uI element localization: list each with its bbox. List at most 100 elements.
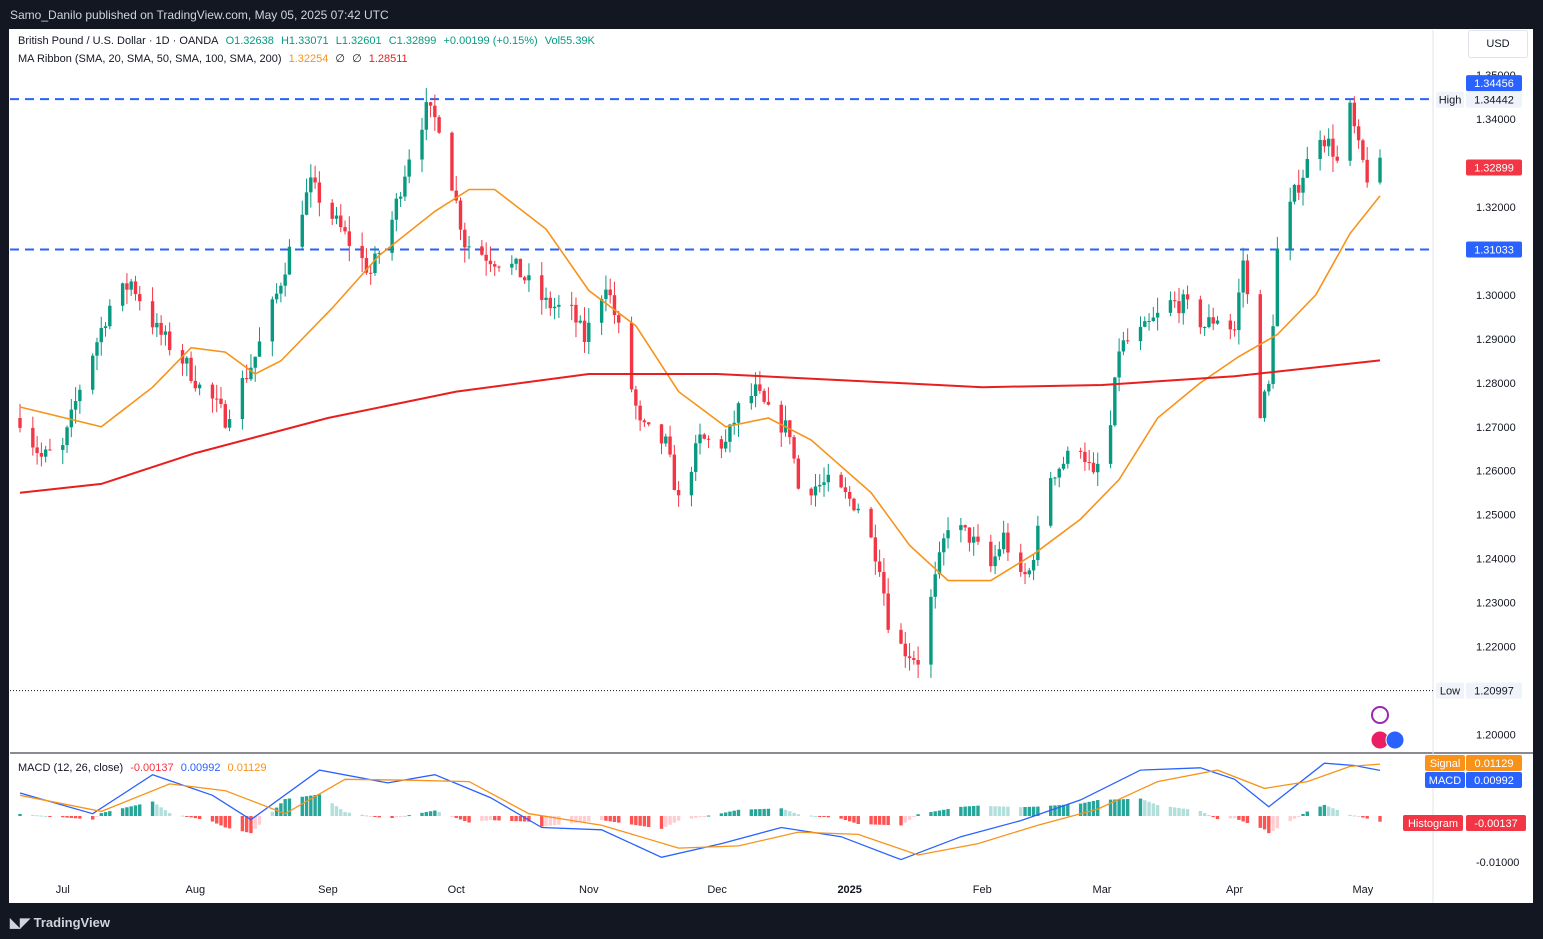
signal-value-tag: 0.01129 <box>1475 758 1514 770</box>
candle-up <box>587 322 591 342</box>
macd-histogram-bar <box>35 815 39 817</box>
macd-histogram-bar <box>334 806 339 816</box>
candle-down <box>330 202 334 219</box>
candle-up <box>398 196 403 199</box>
candle-down <box>193 380 198 389</box>
candle-up <box>99 328 103 343</box>
macd-value-tag-bg <box>1466 772 1522 788</box>
price-tick-label: 1.22000 <box>1476 642 1516 654</box>
brand-name: TradingView <box>33 915 110 930</box>
histogram-value-tag: -0.00137 <box>1474 818 1517 830</box>
candle-down <box>877 561 882 573</box>
time-tick-label: Apr <box>1226 884 1243 896</box>
candle-up <box>390 219 394 253</box>
low-value-label-bg <box>1466 682 1522 699</box>
macd-histogram-bar <box>368 816 373 817</box>
candle-down <box>1006 532 1010 553</box>
macd-histogram-bar <box>779 808 783 816</box>
candle-down <box>35 447 39 454</box>
candle-up <box>69 409 74 428</box>
macd-histogram-bar <box>480 816 484 822</box>
candle-up <box>599 298 604 323</box>
candle-down <box>1232 329 1237 331</box>
macd-histogram-bar <box>1147 801 1151 816</box>
macd-histogram-bar <box>1211 816 1215 818</box>
macd-histogram-bar <box>61 816 65 818</box>
macd-histogram-bar <box>180 815 185 817</box>
candle-down <box>368 272 373 274</box>
macd-histogram-bar <box>1083 802 1087 816</box>
macd-histogram-bar <box>758 809 762 816</box>
time-tick-label: Mar <box>1093 884 1112 896</box>
ma200-value: 1.28511 <box>368 53 408 65</box>
candle-up <box>1207 317 1211 328</box>
macd-histogram-bar <box>283 799 287 816</box>
ma50-value: ∅ <box>335 53 345 65</box>
macd-histogram-bar <box>1143 800 1147 816</box>
macd-histogram-bar <box>95 816 99 817</box>
candle-up <box>694 443 698 472</box>
candle-up <box>73 401 78 410</box>
candle-up <box>604 289 608 299</box>
candle-up <box>1096 463 1100 473</box>
candle-down <box>428 102 433 106</box>
macd-histogram-bar <box>732 810 736 816</box>
candle-down <box>1297 184 1301 193</box>
ohlc-open: O1.32638 <box>225 35 274 47</box>
macd-histogram-bar <box>78 816 82 819</box>
candle-down <box>488 260 493 265</box>
ma-ribbon-label[interactable]: MA Ribbon (SMA, 20, SMA, 50, SMA, 100, S… <box>18 53 282 65</box>
macd-histogram-bar <box>129 806 133 816</box>
candle-up <box>129 281 133 290</box>
candle-up <box>300 214 304 247</box>
macd-histogram-bar <box>1125 799 1130 816</box>
candle-down <box>976 536 980 542</box>
candle-up <box>155 322 159 328</box>
candle-down <box>343 227 347 232</box>
candle-up <box>65 427 69 446</box>
chart-panel[interactable] <box>9 29 1533 903</box>
macd-histogram-bar <box>578 816 582 823</box>
candle-down <box>912 658 916 661</box>
volume: Vol55.39K <box>544 35 595 47</box>
macd-histogram-bar <box>869 816 873 825</box>
candle-up <box>527 275 531 281</box>
macd-label[interactable]: MACD (12, 26, close) <box>18 762 124 774</box>
candle-up <box>997 549 1002 557</box>
tradingview-logo[interactable]: ◣◤ TradingView <box>10 915 110 931</box>
macd-histogram-bar <box>847 816 852 822</box>
macd-histogram-bar <box>728 811 732 816</box>
macd-histogram-bar <box>638 816 642 826</box>
macd-histogram-bar <box>240 816 245 832</box>
histogram-name-tag: Histogram <box>1408 818 1458 830</box>
macd-histogram-bar <box>420 812 424 816</box>
macd-histogram-bar <box>723 812 728 816</box>
candle-up <box>1061 463 1066 469</box>
macd-histogram-bar <box>612 816 617 823</box>
macd-hist-value: -0.00137 <box>130 762 174 774</box>
macd-histogram-bar <box>253 816 257 829</box>
macd-histogram-bar <box>1228 816 1233 819</box>
candle-down <box>189 357 193 381</box>
candle-down <box>852 498 856 511</box>
macd-histogram-bar <box>1365 816 1369 819</box>
macd-histogram-bar <box>1006 806 1010 816</box>
symbol-name[interactable]: British Pound / U.S. Dollar · 1D · OANDA <box>18 35 219 47</box>
price-tick-label: 1.30000 <box>1476 290 1516 302</box>
candle-up <box>1155 312 1160 318</box>
macd-histogram-bar <box>587 816 591 822</box>
currency-button[interactable]: USD <box>1468 30 1528 58</box>
macd-histogram-bar <box>309 795 313 816</box>
publisher-bar: Samo_Danilo published on TradingView.com… <box>0 0 1543 30</box>
candle-down <box>125 283 129 290</box>
candle-down <box>437 117 441 133</box>
ohlc-low: L1.32601 <box>335 35 382 47</box>
macd-histogram-bar <box>1078 803 1083 816</box>
candle-up <box>1001 532 1006 550</box>
macd-histogram-bar <box>484 816 488 821</box>
flag-event-icon-2 <box>1385 730 1405 750</box>
candle-up <box>163 331 168 335</box>
candle-down <box>219 398 223 405</box>
macd-histogram-bar <box>839 816 843 819</box>
